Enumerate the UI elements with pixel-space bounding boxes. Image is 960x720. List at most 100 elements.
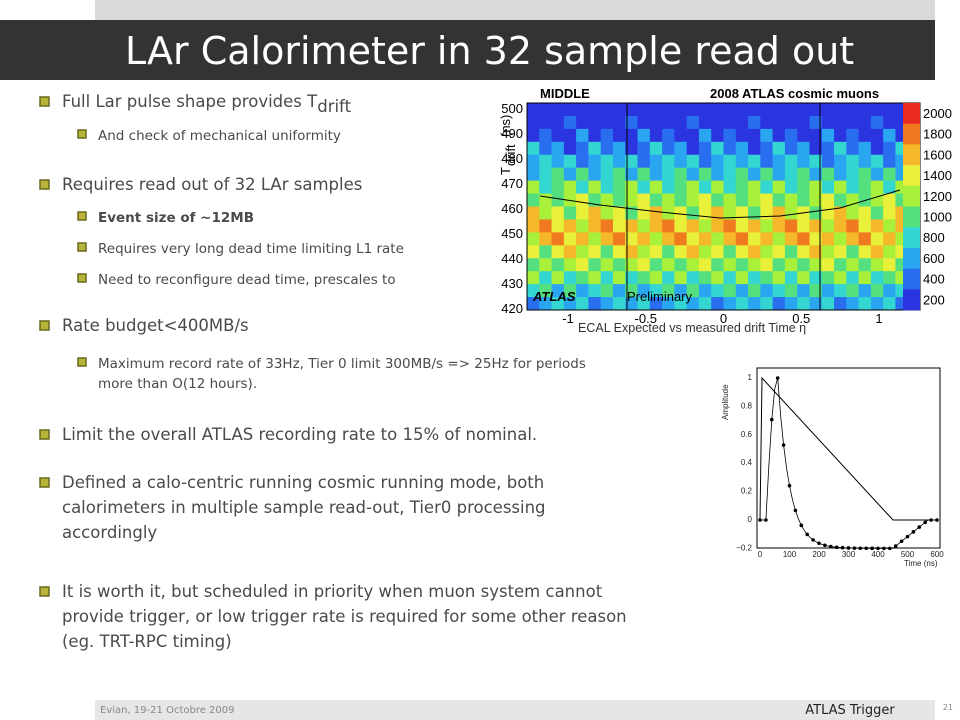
heat-cell [784,154,798,169]
heat-cell [883,284,896,298]
heat-cell [625,232,639,246]
heat-cell [649,232,663,246]
heat-cell [858,180,872,195]
heat-cell [698,193,712,207]
sample-dot [770,417,774,422]
heat-cell [637,167,651,182]
heat-cell [674,297,688,311]
footer-left: Evian, 19-21 Octobre 2009 [100,705,235,716]
heat-cell [846,193,860,207]
heat-cell [698,180,712,195]
heat-cell [870,297,884,311]
heat-cell [834,206,847,220]
heat-cell [711,141,724,156]
heat-cell [527,154,540,169]
heat-cell [858,167,872,182]
y-tick-label: 420 [501,301,523,316]
heat-cell [686,193,700,207]
heat-cell [600,154,614,169]
heat-cell [539,206,553,220]
heat-cell [576,232,589,246]
heat-cell [834,154,847,169]
heat-cell [834,232,847,246]
heat-cell [834,180,847,195]
colorbar-label: 2000 [923,106,952,121]
heat-cell [883,180,896,195]
heat-cell [637,258,651,272]
sample-dot [793,508,798,513]
sample-dot [787,483,792,488]
heat-cell [686,154,700,169]
heat-cell [625,115,639,130]
heat-cell [649,258,663,272]
heat-cell [846,258,860,272]
colorbar-cell [903,206,920,228]
heat-cell [846,154,860,169]
heat-cell [527,193,540,207]
sub-bullet-icon [77,242,87,252]
heat-cell [649,103,663,117]
heat-cell [883,115,896,130]
heat-cell [576,103,589,117]
heat-cell [748,103,761,117]
heat-cell [711,232,724,246]
heat-cell [858,128,872,143]
heat-cell [735,284,749,298]
drift-plot: MIDDLE 2008 ATLAS cosmic muons 500 490 480 47… [492,85,952,335]
heat-cell [858,297,872,311]
heat-cell [698,206,712,220]
bullet-icon [39,586,50,597]
heat-cell [563,297,577,311]
heat-cell [649,271,663,285]
heat-cell [588,271,602,285]
heat-cell [625,206,639,220]
heat-cell [723,167,737,182]
heat-cell [772,180,786,195]
heat-cell [637,103,651,117]
heat-cell [600,284,614,298]
heat-cell [674,206,688,220]
bullet-text: Rate budget<400MB/s [62,316,249,335]
heat-cell [625,219,639,233]
heat-cell [723,245,737,259]
sample-dot [882,546,886,551]
colorbar-cell [903,289,920,311]
bullet-text: Defined a calo-centric running cosmic ru… [62,473,544,492]
heat-cell [711,115,724,130]
sample-dot [911,530,916,534]
x-tick-label: 200 [812,550,826,559]
heat-cell [846,232,860,246]
heat-cell [870,115,884,130]
heat-cell [539,232,553,246]
y-tick-label: 0.6 [741,430,753,439]
heat-cell [662,193,675,207]
heat-cell [698,271,712,285]
heat-cell [539,258,553,272]
heat-cell [883,193,896,207]
heat-cell [809,180,823,195]
heat-cell [821,128,835,143]
heat-cell [637,271,651,285]
sample-dot [834,545,839,550]
sample-dot [829,544,833,549]
heat-cell [600,180,614,195]
colorbar-cell [903,227,920,249]
heat-cell [563,154,577,169]
heat-cell [539,180,553,195]
sub-bullet-icon [77,129,87,139]
heat-cell [539,154,553,169]
heat-cell [711,284,724,298]
heat-cell [686,297,700,311]
heat-cell [784,284,798,298]
heat-cell [735,115,749,130]
heat-cell [723,297,737,311]
colorbar-label: 1000 [923,210,952,225]
heat-cell [834,284,847,298]
heat-cell [637,206,651,220]
heat-cell [870,206,884,220]
heat-cell [551,180,565,195]
heat-cell [637,284,651,298]
heat-cell [563,206,577,220]
heat-cell [674,193,688,207]
